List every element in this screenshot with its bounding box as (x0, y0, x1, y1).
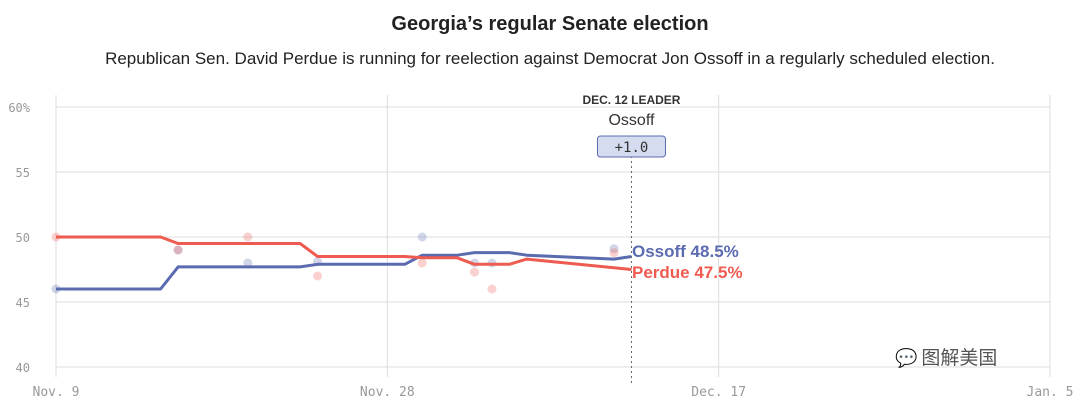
poll-dot (243, 232, 253, 242)
wechat-icon: 💬 (895, 348, 918, 369)
y-tick-label: 50 (16, 231, 30, 245)
poll-dot (417, 232, 427, 242)
series-line-perdue (56, 235, 632, 271)
poll-dot (417, 258, 427, 268)
leader-margin-badge (596, 135, 666, 158)
leader-heading: DEC. 12 LEADER (582, 93, 680, 107)
x-tick-label: Dec. 17 (691, 385, 746, 400)
y-tick-label: 60% (8, 101, 30, 115)
y-tick-label: 55 (16, 166, 30, 180)
x-tick-label: Jan. 5 (1027, 385, 1074, 400)
poll-dot (470, 267, 480, 277)
poll-dot (313, 271, 323, 281)
series-line-ossoff (56, 251, 632, 291)
x-tick-label: Nov. 28 (360, 385, 415, 400)
end-label: Ossoff 48.5% (632, 242, 739, 261)
x-tick-label: Nov. 9 (33, 385, 80, 400)
poll-dot (243, 258, 253, 268)
chart-subtitle: Republican Sen. David Perdue is running … (105, 49, 995, 68)
poll-dot (609, 244, 619, 254)
poll-dot (487, 284, 497, 294)
leader-margin: +1.0 (615, 140, 649, 156)
chart-title: Georgia’s regular Senate election (391, 13, 709, 35)
watermark: 💬 图解美国 (895, 343, 997, 370)
poll-dot (173, 245, 183, 255)
watermark-text: 图解美国 (921, 347, 998, 369)
leader-name: Ossoff (608, 112, 655, 129)
poll-dot (609, 248, 619, 258)
poll-dot (173, 245, 183, 255)
y-tick-label: 40 (16, 361, 30, 375)
y-tick-label: 45 (16, 296, 30, 310)
end-label: Perdue 47.5% (632, 263, 743, 282)
